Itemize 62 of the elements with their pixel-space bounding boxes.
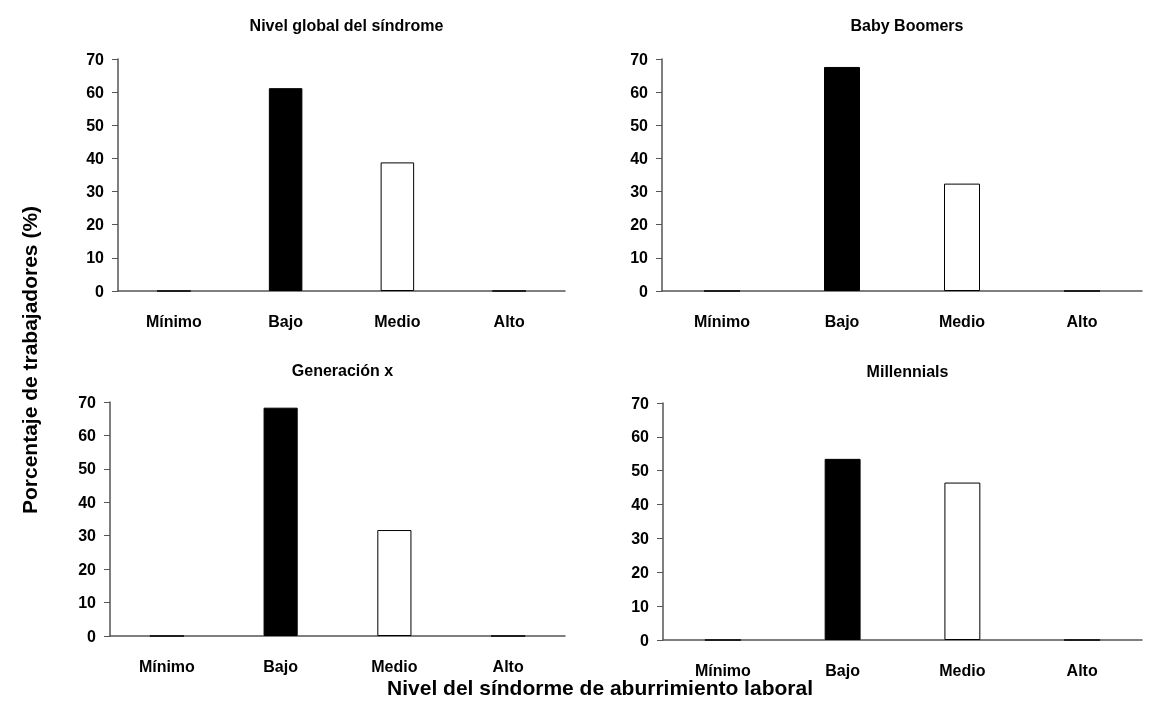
bar bbox=[944, 183, 980, 291]
x-tick-label: Bajo bbox=[263, 657, 299, 675]
y-tick-label: 0 bbox=[95, 282, 105, 300]
y-tick-label: 30 bbox=[631, 529, 650, 547]
x-axis-title: Nivel del síndorme de aburrimiento laboral bbox=[387, 676, 813, 700]
bar bbox=[824, 66, 860, 291]
y-tick-label: 60 bbox=[630, 83, 649, 101]
y-tick-label: 50 bbox=[86, 116, 105, 134]
bar bbox=[380, 162, 415, 291]
y-tick-label: 70 bbox=[630, 50, 649, 68]
x-tick-label: Alto bbox=[1066, 661, 1098, 679]
y-tick-label: 20 bbox=[78, 560, 97, 578]
bar bbox=[944, 482, 981, 640]
y-tick-label: 60 bbox=[78, 426, 97, 444]
chart-title: Nivel global del síndrome bbox=[249, 16, 444, 34]
y-tick-label: 70 bbox=[631, 394, 650, 412]
y-tick-label: 40 bbox=[630, 149, 649, 167]
x-tick-label: Medio bbox=[938, 312, 986, 330]
y-tick-label: 50 bbox=[78, 460, 97, 478]
x-tick-label: Mínimo bbox=[694, 661, 752, 679]
y-axis-title: Porcentaje de trabajadores (%) bbox=[18, 205, 42, 515]
y-tick-label: 30 bbox=[78, 527, 97, 545]
x-tick-label: Medio bbox=[939, 661, 986, 679]
y-tick-label: 70 bbox=[86, 50, 105, 68]
y-tick-label: 10 bbox=[631, 597, 650, 615]
y-tick-label: 50 bbox=[631, 462, 650, 480]
x-tick-label: Medio bbox=[374, 312, 421, 330]
x-tick-label: Bajo bbox=[824, 312, 860, 330]
y-tick-label: 10 bbox=[630, 249, 649, 267]
y-tick-label: 30 bbox=[86, 183, 105, 201]
y-tick-label: 20 bbox=[630, 216, 649, 234]
y-tick-label: 60 bbox=[86, 83, 105, 101]
y-tick-label: 10 bbox=[86, 249, 105, 267]
bar bbox=[377, 530, 412, 636]
y-tick-label: 0 bbox=[639, 282, 649, 300]
x-tick-label: Mínimo bbox=[145, 312, 203, 330]
bar bbox=[263, 407, 298, 636]
y-tick-label: 20 bbox=[86, 216, 105, 234]
y-tick-label: 10 bbox=[78, 594, 97, 612]
x-tick-label: Medio bbox=[371, 657, 418, 675]
y-tick-label: 70 bbox=[78, 393, 97, 411]
x-tick-label: Bajo bbox=[825, 661, 861, 679]
chart-title: Generación x bbox=[291, 361, 394, 379]
x-tick-label: Alto bbox=[1066, 312, 1098, 330]
y-tick-label: 40 bbox=[78, 493, 97, 511]
chart-title: Millennials bbox=[866, 362, 949, 380]
y-tick-label: 40 bbox=[631, 496, 650, 514]
x-tick-label: Mínimo bbox=[694, 312, 751, 330]
x-tick-label: Alto bbox=[493, 312, 525, 330]
y-tick-label: 40 bbox=[86, 149, 105, 167]
y-tick-label: 30 bbox=[630, 183, 649, 201]
bar bbox=[824, 458, 861, 640]
chart-title: Baby Boomers bbox=[850, 16, 964, 34]
y-tick-label: 50 bbox=[630, 116, 649, 134]
y-tick-label: 0 bbox=[87, 627, 97, 645]
x-tick-label: Alto bbox=[492, 657, 524, 675]
y-tick-label: 60 bbox=[631, 428, 650, 446]
bar bbox=[268, 88, 303, 291]
x-tick-label: Mínimo bbox=[138, 657, 196, 675]
y-tick-label: 0 bbox=[640, 631, 650, 649]
x-tick-label: Bajo bbox=[268, 312, 304, 330]
y-tick-label: 20 bbox=[631, 563, 650, 581]
